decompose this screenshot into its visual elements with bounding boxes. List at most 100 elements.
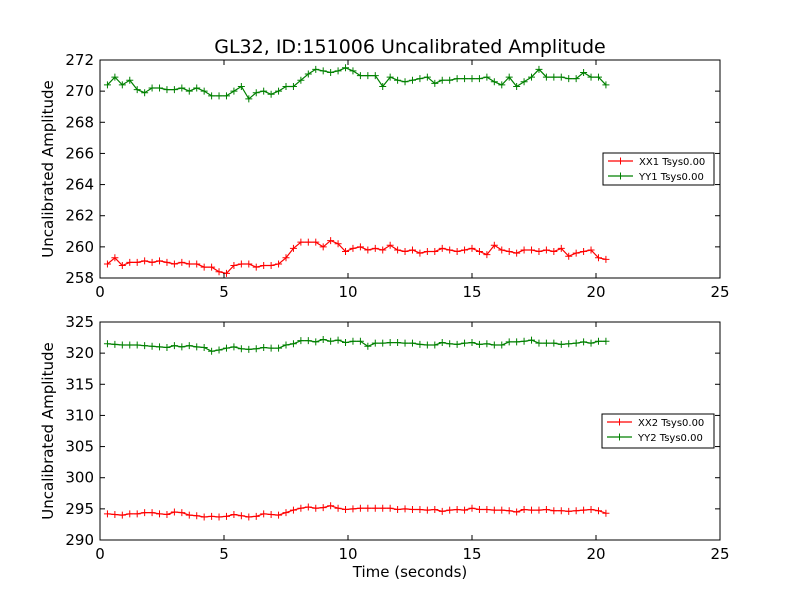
data-point	[408, 505, 416, 513]
data-point	[394, 246, 402, 254]
data-point	[483, 251, 491, 259]
legend-label: YY2 Tsys0.00	[637, 433, 703, 444]
data-point	[126, 341, 134, 349]
data-point	[572, 249, 580, 257]
data-point	[178, 509, 186, 517]
data-point	[208, 512, 216, 520]
y-tick-label: 270	[65, 82, 94, 100]
data-point	[542, 73, 550, 81]
data-point	[416, 505, 424, 513]
data-point	[252, 263, 260, 271]
data-point	[431, 505, 439, 513]
data-point	[170, 342, 178, 350]
data-point	[550, 339, 558, 347]
data-point	[490, 78, 498, 86]
data-point	[490, 341, 498, 349]
data-point	[557, 244, 565, 252]
data-point	[126, 76, 134, 84]
data-point	[141, 509, 149, 517]
data-point	[594, 254, 602, 262]
data-point	[267, 344, 275, 352]
data-point	[438, 339, 446, 347]
data-point	[327, 237, 335, 245]
data-point	[208, 263, 216, 271]
data-point	[513, 82, 521, 90]
data-point	[528, 506, 536, 514]
data-point	[594, 73, 602, 81]
data-point	[327, 68, 335, 76]
data-point	[275, 260, 283, 268]
legend-box	[602, 152, 715, 186]
data-point	[282, 254, 290, 262]
data-point	[178, 343, 186, 351]
data-point	[208, 92, 216, 100]
data-point	[408, 76, 416, 84]
data-point	[118, 511, 126, 519]
data-point	[572, 339, 580, 347]
data-point	[602, 509, 610, 517]
data-point	[252, 89, 260, 97]
data-point	[126, 510, 134, 518]
data-point	[356, 243, 364, 251]
data-point	[565, 252, 573, 260]
data-point	[133, 86, 141, 94]
y-axis-label: Uncalibrated Amplitude	[39, 80, 57, 257]
data-point	[156, 510, 164, 518]
data-point	[282, 341, 290, 349]
y-tick-label: 320	[65, 344, 94, 362]
data-point	[163, 510, 171, 518]
data-point	[401, 339, 409, 347]
data-point	[505, 338, 513, 346]
data-point	[260, 262, 268, 270]
data-point	[349, 244, 357, 252]
data-point	[170, 260, 178, 268]
data-point	[535, 339, 543, 347]
legend-label: XX2 Tsys0.00	[638, 418, 704, 429]
data-point	[461, 506, 469, 514]
data-point	[141, 89, 149, 97]
data-point	[118, 262, 126, 270]
data-point	[170, 86, 178, 94]
data-point	[319, 67, 327, 75]
data-point	[260, 87, 268, 95]
data-point	[282, 509, 290, 517]
y-tick-label: 315	[65, 375, 94, 393]
data-point	[342, 64, 350, 72]
data-point	[289, 82, 297, 90]
data-point	[572, 75, 580, 83]
data-point	[133, 341, 141, 349]
data-point	[349, 67, 357, 75]
data-point	[475, 248, 483, 256]
data-point	[178, 84, 186, 92]
data-point	[446, 246, 454, 254]
data-point	[267, 262, 275, 270]
data-point	[275, 511, 283, 519]
y-tick-label: 266	[65, 144, 94, 162]
data-point	[252, 345, 260, 353]
data-point	[461, 75, 469, 83]
data-point	[237, 260, 245, 268]
data-point	[103, 340, 111, 348]
data-point	[580, 506, 588, 514]
data-point	[468, 504, 476, 512]
data-point	[118, 341, 126, 349]
data-point	[565, 340, 573, 348]
data-point	[394, 505, 402, 513]
data-point	[446, 340, 454, 348]
data-point	[260, 510, 268, 518]
data-point	[475, 340, 483, 348]
data-point	[133, 258, 141, 266]
x-tick-label: 5	[219, 283, 229, 301]
legend: XX2 Tsys0.00 YY2 Tsys0.00	[601, 413, 715, 449]
data-point	[222, 344, 230, 352]
data-point	[304, 337, 312, 345]
data-point	[319, 335, 327, 343]
data-point	[371, 72, 379, 80]
data-point	[304, 503, 312, 511]
data-point	[103, 81, 111, 89]
data-point	[475, 505, 483, 513]
legend-label: YY1 Tsys0.00	[638, 172, 704, 183]
data-point	[193, 512, 201, 520]
y-axis-label: Uncalibrated Amplitude	[39, 342, 57, 519]
data-point	[446, 76, 454, 84]
